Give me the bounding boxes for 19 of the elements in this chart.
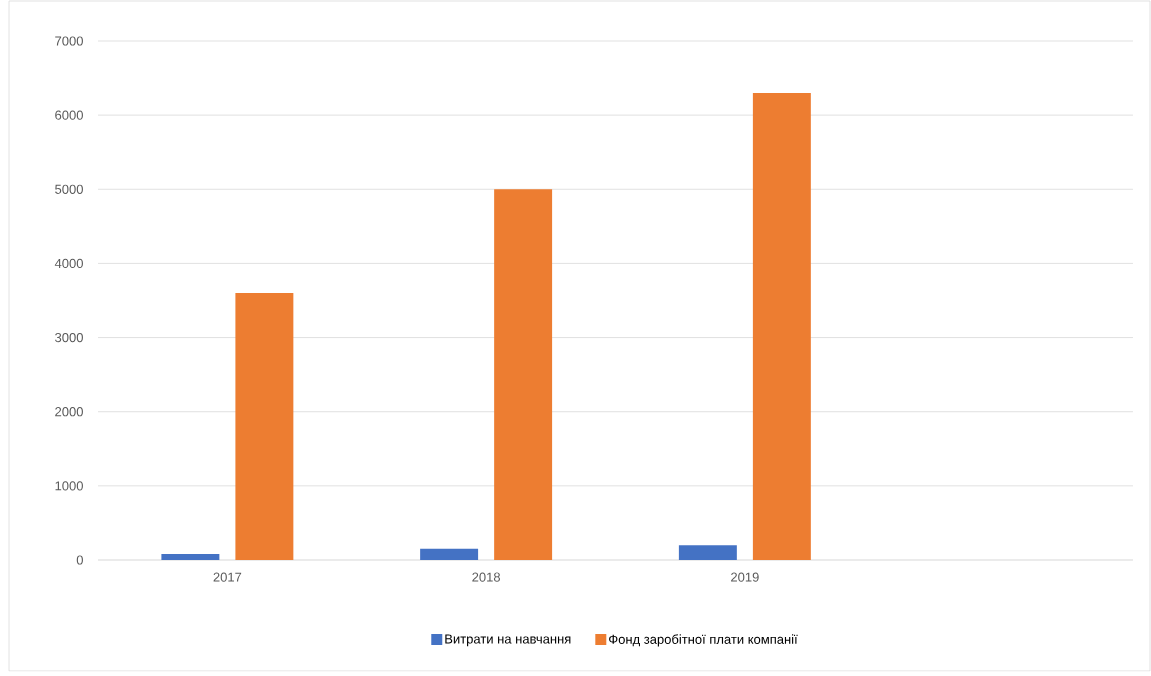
x-tick-label: 2018 [472,572,501,582]
bar [494,189,553,560]
bar [752,92,811,560]
bar [678,545,737,560]
bar [161,554,220,560]
legend-label: Фонд заробітної плати компанії [609,634,798,647]
y-tick-label: 3000 [55,332,83,343]
y-tick-label: 1000 [55,481,83,491]
y-tick-label: 4000 [54,258,83,269]
y-tick-label: 6000 [55,110,83,120]
y-tick-label: 5000 [55,184,83,194]
x-tick-label: 2019 [731,572,759,582]
bar [235,293,294,560]
legend-label: Витрати на навчання [445,634,571,647]
y-tick-label: 2000 [55,407,83,417]
x-tick-label: 2017 [213,572,242,582]
y-tick-label: 0 [76,555,83,565]
bar [420,548,479,560]
y-tick-label: 7000 [55,36,83,46]
